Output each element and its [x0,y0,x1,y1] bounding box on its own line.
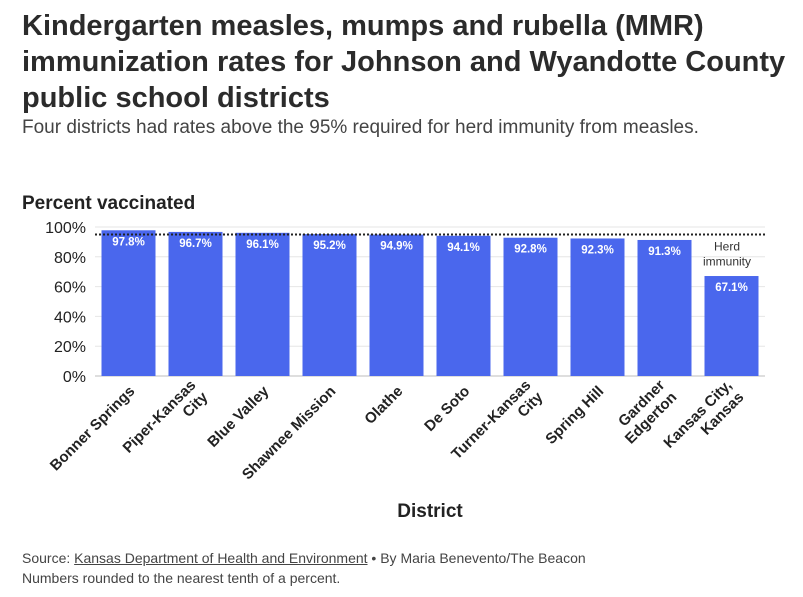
bar [436,235,491,376]
y-tick-label: 100% [45,220,86,237]
footnote: Numbers rounded to the nearest tenth of … [22,570,341,586]
chart-subtitle: Four districts had rates above the 95% r… [22,117,699,138]
y-tick-label: 40% [54,309,86,326]
bar-value-label: 92.8% [514,244,547,256]
bar-value-label: 94.9% [380,241,413,253]
bar [235,232,290,376]
source-prefix: Source: [22,550,75,566]
bar [570,238,625,376]
bar-value-label: 95.2% [313,240,346,252]
source-line: Source: Kansas Department of Health and … [22,548,782,568]
bars: 97.8% 96.7% 96.1% 95.2% 94.9% 94.1% 92.8% 92.3%… [101,230,759,376]
x-tick-label: De Soto [421,383,473,435]
y-tick-label: 20% [54,339,86,356]
herd-immunity-label-line: Herd [714,239,740,253]
bar [503,237,558,376]
x-tick-label: Bonner Springs [47,383,139,475]
y-tick-label: 80% [54,250,86,267]
bar-value-label: 92.3% [581,244,614,256]
source-link[interactable]: Kansas Department of Health and Environm… [74,550,368,566]
bar-value-label: 91.3% [648,246,681,258]
footer: Source: Kansas Department of Health and … [22,548,782,588]
x-tick-label: Spring Hill [542,383,607,448]
bar [369,234,424,376]
bar-value-label: 67.1% [715,282,748,294]
x-tick-label: Olathe [361,383,406,428]
chart-title: Kindergarten measles, mumps and rubella … [22,10,786,114]
y-tick-label: 0% [63,369,86,386]
x-tick-label-line: Olathe [361,383,406,428]
byline: • By Maria Benevento/The Beacon [367,550,586,566]
bar [704,276,759,376]
bar [101,230,156,376]
bar-value-label: 94.1% [447,242,480,254]
bar [302,234,357,376]
bar-value-label: 96.1% [246,239,279,251]
bar-chart: Percent vaccinated 0% 20% 40% 60% 80% 100% 97… [22,193,765,522]
herd-immunity-label: Herd immunity [703,239,751,268]
x-tick-label: Kansas City,Kansas [660,377,747,464]
bar-value-label: 97.8% [112,236,145,248]
bar [637,239,692,376]
bar [168,231,223,376]
x-tick-label-line: De Soto [421,383,473,435]
y-axis-title: Percent vaccinated [22,193,195,214]
x-tick-label-line: Blue Valley [204,382,272,450]
bar-value-label: 96.7% [179,238,212,250]
herd-immunity-line: Herd immunity [95,233,765,268]
x-axis-title: District [397,501,463,522]
herd-immunity-label-line: immunity [703,254,751,268]
x-tick-label: Blue Valley [204,382,272,450]
y-axis-ticks: 0% 20% 40% 60% 80% 100% [45,220,86,386]
x-tick-label-line: Bonner Springs [47,383,139,475]
y-tick-label: 60% [54,280,86,297]
x-tick-label-line: Spring Hill [542,383,607,448]
